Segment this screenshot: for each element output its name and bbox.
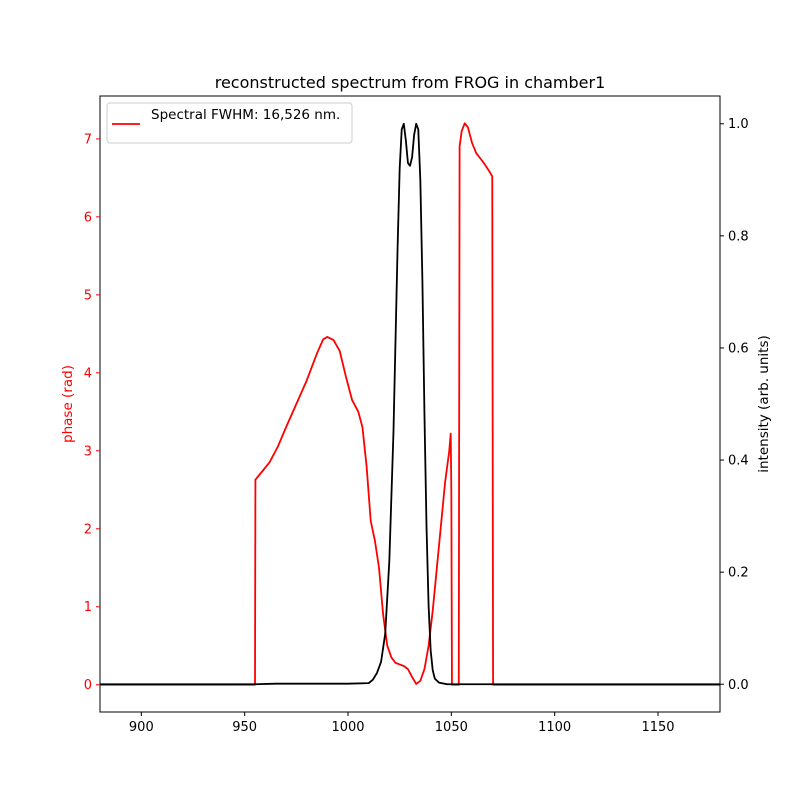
y-axis-right: 0.0 0.2 0.4 0.6 0.8 1.0: [720, 117, 749, 693]
y-left-tick-label: 1: [84, 600, 92, 615]
y-left-tick-label: 2: [84, 522, 92, 537]
y-right-tick-label: 0.2: [728, 566, 749, 581]
series-layer: [100, 122, 720, 686]
plot-area: [99, 95, 721, 713]
x-axis: 900 950 1000 1050 1100 1150: [129, 712, 675, 735]
legend: Spectral FWHM: 16,526 nm.: [106, 102, 353, 144]
plot-frame: [99, 95, 721, 713]
y-left-tick-label: 4: [84, 366, 92, 381]
x-tick-label: 900: [129, 720, 154, 735]
y-left-tick-label: 3: [84, 444, 92, 459]
y-left-tick-label: 0: [84, 678, 92, 693]
series-line-intensity: [100, 122, 720, 686]
y-right-tick-label: 0.4: [728, 454, 749, 469]
legend-box: [106, 102, 353, 144]
y-axis-left-label: phase (rad): [60, 365, 76, 443]
y-right-tick-label: 0.8: [728, 229, 749, 244]
series-line-phase: [100, 122, 720, 686]
chart-title: reconstructed spectrum from FROG in cham…: [215, 73, 606, 92]
y-right-tick-label: 0.6: [728, 341, 749, 356]
y-left-tick-label: 6: [84, 210, 92, 225]
x-tick-label: 1050: [435, 720, 468, 735]
x-tick-label: 1150: [641, 720, 674, 735]
x-tick-label: 1000: [331, 720, 364, 735]
y-axis-left: 0 1 2 3 4 5 6 7: [84, 132, 100, 693]
y-right-tick-label: 0.0: [728, 678, 749, 693]
x-tick-label: 950: [232, 720, 257, 735]
y-left-tick-label: 7: [84, 132, 92, 147]
legend-entry-label: Spectral FWHM: 16,526 nm.: [151, 107, 340, 123]
y-left-tick-label: 5: [84, 288, 92, 303]
y-right-tick-label: 1.0: [728, 117, 749, 132]
x-tick-label: 1100: [538, 720, 571, 735]
y-axis-right-label: intensity (arb. units): [756, 335, 772, 473]
